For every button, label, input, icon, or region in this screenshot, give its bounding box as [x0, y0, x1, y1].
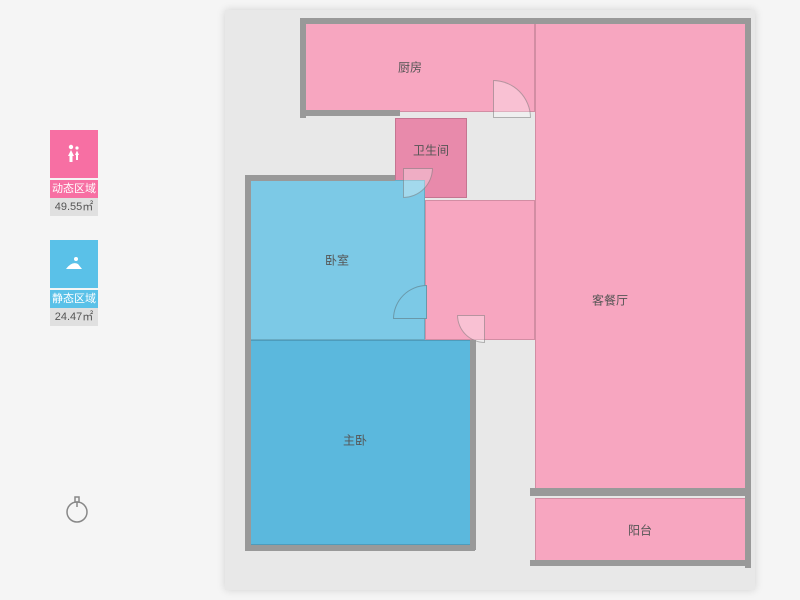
- wall-segment: [300, 110, 400, 116]
- room-label-bedroom: 卧室: [325, 252, 349, 269]
- rest-icon: [62, 252, 86, 276]
- wall-segment: [245, 175, 395, 181]
- dynamic-zone-label: 动态区域: [50, 180, 98, 198]
- wall-segment: [300, 18, 306, 118]
- dynamic-zone-icon-block: [50, 130, 98, 178]
- floorplan-canvas: 厨房卫生间卧室主卧 客餐厅阳台: [225, 10, 755, 590]
- wall-segment: [300, 18, 750, 24]
- wall-segment: [245, 545, 475, 551]
- static-zone-value: 24.47㎡: [50, 308, 98, 326]
- wall-segment: [530, 560, 750, 566]
- people-icon: [62, 142, 86, 166]
- compass-icon: [62, 495, 92, 525]
- room-label-master_bedroom: 主卧: [343, 432, 367, 449]
- room-label-balcony: 阳台: [628, 522, 652, 539]
- wall-segment: [530, 488, 750, 496]
- room-living_dining: [535, 22, 747, 492]
- static-zone-icon-block: [50, 240, 98, 288]
- room-label-living_dining: 客餐厅: [592, 292, 628, 309]
- static-zone-label: 静态区域: [50, 290, 98, 308]
- legend-panel: 动态区域 49.55㎡ 静态区域 24.47㎡: [50, 130, 106, 350]
- wall-segment: [470, 340, 476, 550]
- wall-segment: [745, 18, 751, 568]
- dynamic-zone-value: 49.55㎡: [50, 198, 98, 216]
- room-label-bathroom: 卫生间: [413, 142, 449, 159]
- wall-segment: [245, 175, 251, 550]
- room-label-kitchen: 厨房: [398, 59, 422, 76]
